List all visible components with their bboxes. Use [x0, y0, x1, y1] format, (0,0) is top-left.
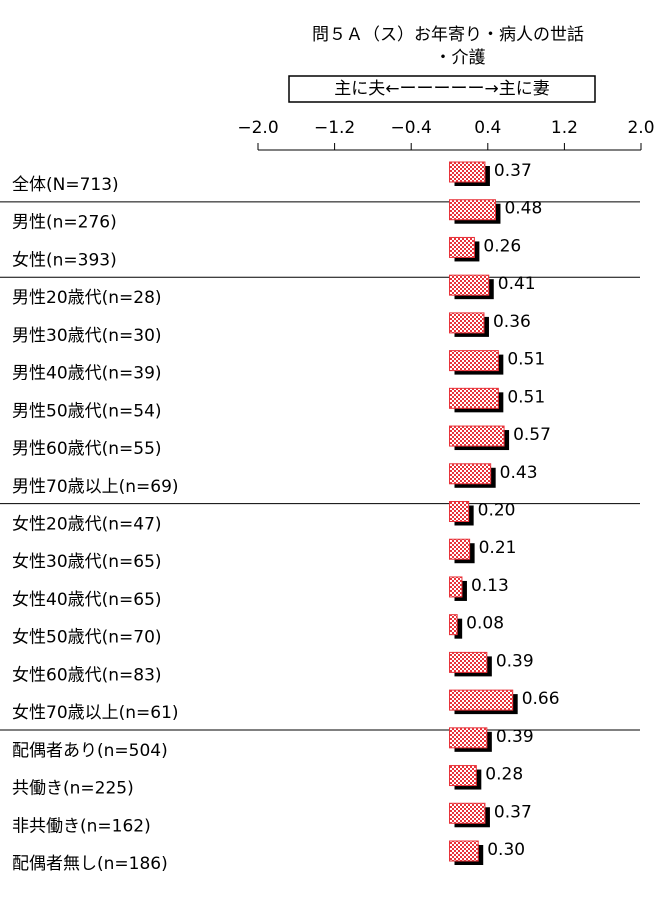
value-label: 0.43: [500, 463, 538, 483]
value-label: 0.66: [522, 689, 560, 709]
value-label: 0.37: [494, 161, 532, 181]
category-label: 共働き(n=225): [12, 779, 134, 799]
category-label: 非共働き(n=162): [12, 816, 151, 836]
bar: [449, 802, 486, 824]
category-label: 女性70歳以上(n=61): [12, 703, 179, 723]
bar: [449, 840, 479, 862]
value-label: 0.28: [485, 765, 523, 785]
category-label: 男性60歳代(n=55): [12, 439, 162, 459]
bar: [449, 538, 471, 560]
category-label: 男性20歳代(n=28): [12, 288, 162, 308]
bar: [449, 199, 496, 221]
bar: [449, 727, 488, 749]
x-tick-label: 2.0: [627, 118, 654, 138]
value-label: 0.13: [471, 576, 509, 596]
x-tick-label: 1.2: [551, 118, 578, 138]
category-label: 男性30歳代(n=30): [12, 326, 162, 346]
bar: [449, 312, 485, 334]
x-tick-label: −1.2: [314, 118, 355, 138]
subtitle: 主に夫←ーーーーー→主に妻: [334, 79, 550, 99]
value-label: 0.48: [504, 199, 542, 219]
category-label: 女性50歳代(n=70): [12, 628, 162, 648]
bar: [449, 236, 475, 258]
x-tick-label: −0.4: [391, 118, 432, 138]
chart-title: 問５Ａ（ス）お年寄り・病人の世話: [312, 25, 584, 45]
category-label: 女性20歳代(n=47): [12, 515, 162, 535]
category-label: 女性60歳代(n=83): [12, 665, 162, 685]
value-label: 0.36: [493, 312, 531, 332]
bar-shadow: [454, 618, 463, 639]
value-label: 0.21: [479, 538, 517, 558]
category-label: 男性70歳以上(n=69): [12, 477, 179, 497]
category-label: 配偶者あり(n=504): [12, 741, 168, 761]
value-label: 0.51: [507, 387, 545, 407]
x-tick-label: 0.4: [474, 118, 501, 138]
bar: [449, 463, 492, 485]
value-label: 0.37: [494, 802, 532, 822]
category-label: 男性(n=276): [12, 213, 117, 233]
bar: [449, 501, 470, 522]
value-label: 0.39: [496, 651, 534, 671]
value-label: 0.41: [498, 274, 536, 294]
value-label: 0.51: [507, 350, 545, 370]
category-label: 女性(n=393): [12, 250, 117, 270]
category-label: 女性40歳代(n=65): [12, 590, 162, 610]
category-label: 女性30歳代(n=65): [12, 552, 162, 572]
value-label: 0.57: [513, 425, 551, 445]
bar: [449, 387, 499, 409]
value-label: 0.08: [466, 614, 504, 634]
bar: [449, 614, 458, 636]
bar: [449, 425, 505, 447]
bar: [449, 651, 488, 673]
bar: [449, 161, 486, 183]
bar: [449, 350, 499, 372]
value-label: 0.30: [487, 840, 525, 860]
bar: [449, 765, 477, 787]
value-label: 0.39: [496, 727, 534, 747]
value-label: 0.26: [483, 236, 521, 256]
bar: [449, 689, 514, 711]
bar: [449, 576, 463, 598]
bar: [449, 274, 490, 296]
subtitle-box: [288, 75, 596, 103]
category-label: 男性50歳代(n=54): [12, 401, 162, 421]
category-label: 男性40歳代(n=39): [12, 364, 162, 384]
chart-title: ・介護: [435, 48, 486, 68]
category-label: 全体(N=713): [12, 175, 119, 195]
x-tick-label: −2.0: [237, 118, 278, 138]
category-label: 配偶者無し(n=186): [12, 854, 168, 874]
value-label: 0.20: [478, 501, 516, 521]
